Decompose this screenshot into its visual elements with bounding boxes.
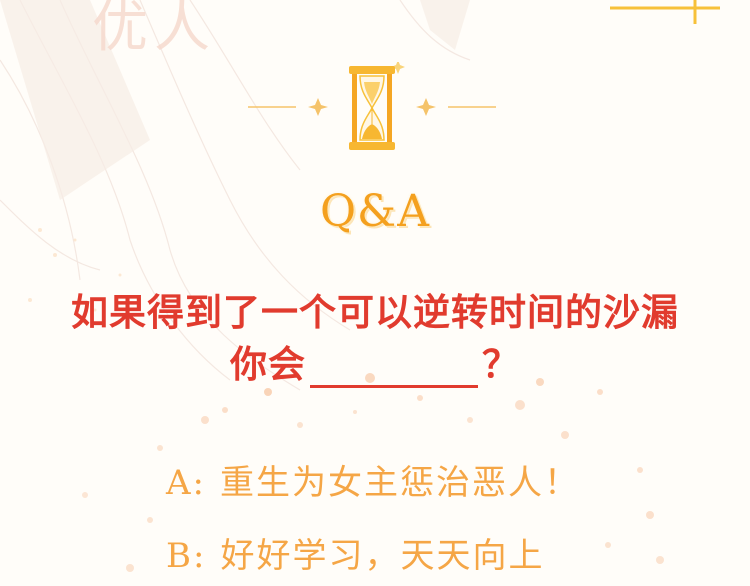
sparkle-icon [308,98,328,116]
option-b-text: 好好学习，天天向上 [220,536,545,576]
confetti-dots [82,373,664,572]
hourglass-emblem [248,62,496,150]
question-line-1: 如果得到了一个可以逆转时间的沙漏 [71,291,679,334]
sparkle-icon [391,62,405,74]
corner-ornament [610,0,720,24]
question-line-2: 你会 ？ [0,334,750,388]
option-b: B: 好好学习，天天向上 [166,528,544,577]
question-suffix: ？ [482,343,520,386]
hourglass-icon [349,66,395,150]
background-faded-title: 优人 [92,0,216,60]
question-prefix: 你会 [230,343,306,386]
option-b-letter: B: [166,536,207,576]
option-a-letter: A: [166,463,207,503]
option-a: A: 重生为女主惩治恶人！ [166,455,580,504]
qa-title: Q&A [319,186,430,237]
sparkle-icon [416,98,436,116]
option-a-text: 重生为女主惩治恶人！ [220,463,581,503]
answer-blank [310,349,478,388]
